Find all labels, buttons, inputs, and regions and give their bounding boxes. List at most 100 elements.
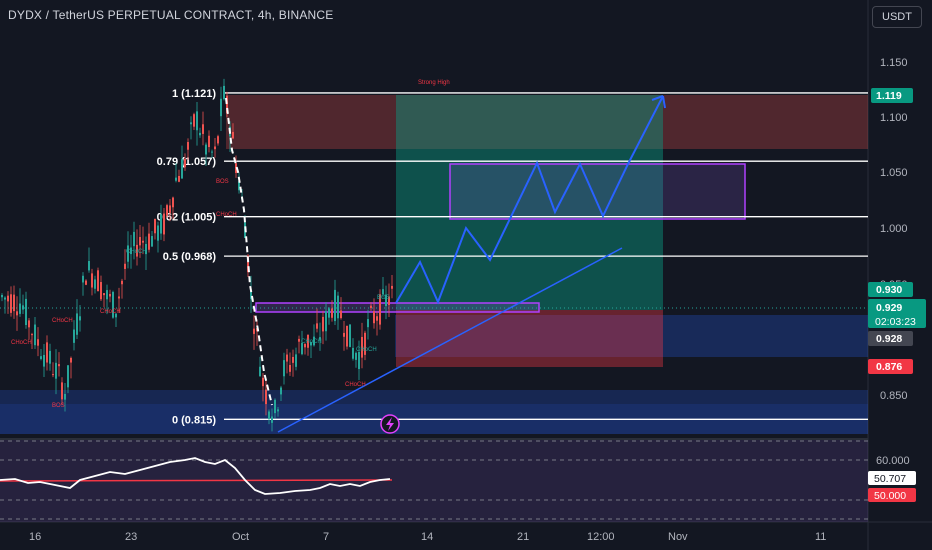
candle-body: [304, 343, 306, 348]
annotation-label: CHoCH: [356, 347, 377, 353]
fibonacci-levels: 1 (1.121) 0.79 (1.057) 0.62 (1.005) 0.5 (0.…: [157, 88, 868, 426]
time-tick-label: 11: [815, 531, 826, 543]
candle-body: [199, 132, 201, 136]
candle-body: [7, 295, 9, 302]
rsi-ma-tag: [868, 488, 916, 502]
rsi-tick-label: 60.000: [876, 455, 910, 467]
time-tick-label: 23: [125, 531, 137, 543]
candle-body: [115, 313, 117, 318]
supply-zone: [226, 95, 868, 149]
svg-text:0.929: 0.929: [876, 302, 902, 314]
annotation-label: CHoCH: [345, 382, 366, 388]
impulse-path: [225, 97, 273, 406]
candle-body: [157, 225, 159, 241]
candle-body: [307, 334, 309, 348]
candle-body: [289, 364, 291, 372]
svg-text:0.876: 0.876: [876, 361, 902, 373]
candle-body: [262, 377, 264, 387]
candle-body: [25, 298, 27, 325]
candle-body: [226, 95, 228, 114]
projected-arrow-head-a: [651, 95, 664, 101]
candle-body: [172, 197, 174, 208]
time-tick-label: 14: [421, 531, 433, 543]
lightning-icon[interactable]: [380, 414, 400, 434]
candle-body: [220, 98, 222, 117]
candle-body: [97, 270, 99, 292]
trend-line: [277, 247, 623, 433]
price-tags: 1.119 0.930 0.929 02:03:23 0.928 0.876: [868, 88, 926, 374]
candle-body: [205, 144, 207, 155]
currency-button[interactable]: USDT: [872, 6, 922, 28]
drawings: [225, 95, 666, 433]
candle-body: [82, 275, 84, 283]
candle-body: [22, 305, 24, 310]
candle-body: [367, 319, 369, 328]
rsi-panel: [0, 438, 868, 522]
annotation-label: Strong High: [418, 80, 450, 86]
price-tick-label: 1.100: [880, 112, 908, 124]
candle-body: [238, 181, 240, 191]
candle-body: [325, 311, 327, 332]
candle-body: [286, 354, 288, 362]
candle-body: [67, 365, 69, 388]
candle-body: [346, 325, 348, 347]
candle-body: [190, 122, 192, 125]
stop-loss-zone: [396, 310, 663, 367]
candle-body: [64, 393, 66, 400]
target-box: [449, 163, 746, 220]
candle-body: [379, 294, 381, 325]
candle-body: [106, 290, 108, 300]
candle-body: [223, 85, 225, 100]
candle-body: [355, 352, 357, 360]
candle-body: [391, 285, 393, 289]
time-tick-label: Oct: [232, 531, 249, 543]
rsi-ma-label: 50.000: [874, 490, 906, 502]
candle-body: [178, 175, 180, 182]
fib-label: 0 (0.815): [172, 414, 216, 426]
candle-body: [43, 354, 45, 367]
candle-body: [184, 158, 186, 168]
candle-body: [253, 328, 255, 334]
candle-body: [349, 324, 351, 347]
candle-body: [337, 295, 339, 319]
candle-body: [46, 342, 48, 363]
candle-body: [193, 114, 195, 127]
candle-body: [268, 411, 270, 419]
candle-body: [343, 332, 345, 337]
candle-body: [328, 308, 330, 318]
candle-body: [10, 294, 12, 313]
candle-body: [322, 316, 324, 332]
candle-body: [250, 291, 252, 299]
svg-text:0.930: 0.930: [876, 284, 902, 296]
candle-body: [271, 416, 273, 423]
candle-body: [127, 245, 129, 262]
candle-body: [145, 243, 147, 255]
candle-body: [277, 409, 279, 412]
candle-body: [85, 280, 87, 285]
candle-body: [121, 280, 123, 285]
candle-body: [247, 255, 249, 273]
candle-body: [76, 313, 78, 335]
candle-body: [274, 399, 276, 414]
candle-body: [295, 354, 297, 367]
price-tick-label: 1.150: [880, 57, 908, 69]
take-profit-zone: [396, 95, 663, 310]
candle-body: [70, 357, 72, 363]
candle-body: [259, 366, 261, 377]
candle-body: [292, 356, 294, 363]
candle-body: [31, 334, 33, 336]
candle-body: [352, 347, 354, 359]
candle-body: [163, 213, 165, 235]
annotation-label: BOS: [52, 403, 65, 409]
candle-body: [55, 362, 57, 379]
candle-body: [88, 261, 90, 271]
candle-body: [28, 320, 30, 328]
candle-body: [136, 244, 138, 257]
tag-take-profit: [871, 88, 913, 103]
time-tick-label: Nov: [668, 531, 688, 543]
candle-body: [160, 214, 162, 234]
annotation-label: BOS: [216, 179, 229, 185]
candle-body: [52, 374, 54, 376]
candle-body: [37, 339, 39, 346]
